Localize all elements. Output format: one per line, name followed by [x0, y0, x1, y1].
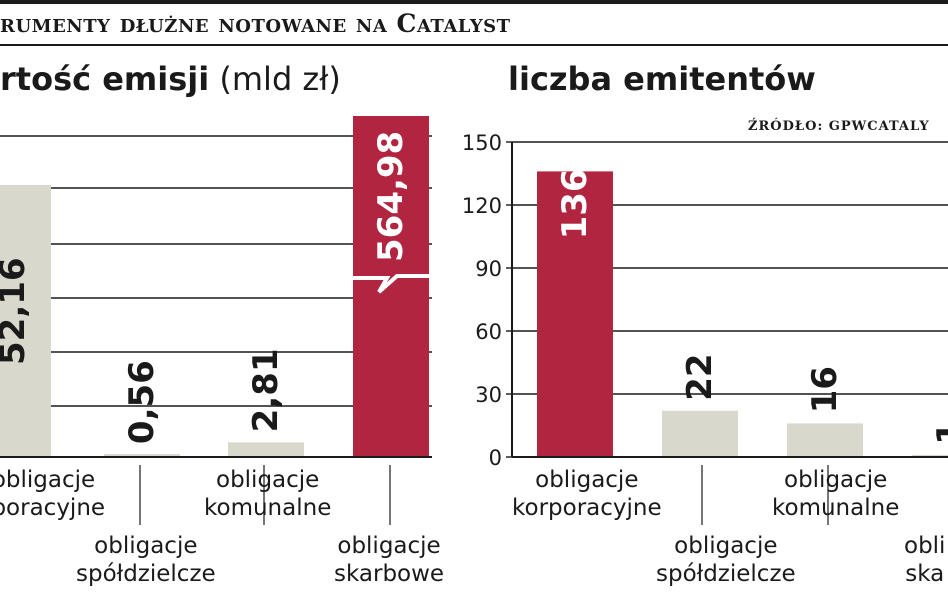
left-value-label-3: 564,98 [371, 131, 411, 262]
left-category-label-2: obligacje komunalne [204, 466, 331, 522]
left-bar-3 [353, 116, 429, 457]
left-category-label-2-line-0: obligacje [216, 467, 320, 493]
left-category-label-2-line-1: komunalne [204, 495, 332, 521]
left-bar-0 [0, 185, 51, 457]
chart-banner-title: rumenty dłużne notowane na Catalyst [0, 9, 511, 38]
right-category-label-0-line-1: korporacyjne [512, 495, 662, 521]
right-category-label-2-line-0: obligacje [784, 467, 888, 493]
right-bar-0 [537, 171, 613, 457]
right-chart-title: liczba emitentów [508, 60, 816, 98]
banner-rule [0, 44, 948, 46]
right-title-text: liczba emitentów [508, 60, 816, 98]
right-tick-label-4: 120 [462, 194, 502, 218]
right-tick-label-5: 150 [462, 131, 502, 155]
left-category-label-0-line-1: rporacyjne [0, 495, 106, 521]
right-category-label-3-line-0: obli [904, 533, 946, 559]
left-category-label-0-line-0: obligacje [0, 467, 96, 493]
left-value-label-1: 0,56 [122, 360, 162, 444]
right-value-label-0: 136 [555, 168, 595, 239]
left-axis-break-mark [351, 274, 431, 294]
left-category-label-1: obligacje spółdzielcze [76, 532, 216, 588]
left-category-label-3-line-0: obligacje [337, 533, 441, 559]
right-tick-label-3: 90 [475, 257, 502, 281]
right-category-label-3: obli ska [904, 532, 945, 588]
left-value-label-0: 52,16 [0, 257, 33, 365]
left-category-label-0: obligacjerporacyjne [0, 466, 105, 522]
right-category-label-1-line-0: obligacje [674, 533, 778, 559]
top-rule [0, 0, 948, 4]
right-category-label-0: obligacje korporacyjne [512, 466, 662, 522]
right-value-label-1: 22 [680, 353, 720, 400]
right-bar-3 [912, 454, 948, 457]
left-chart-title: rtość emisji (mld zł) [0, 60, 341, 98]
left-category-label-3: obligacje skarbowe [334, 532, 444, 588]
right-tick-label-2: 60 [475, 320, 502, 344]
right-category-label-1: obligacje spółdzielcze [656, 532, 796, 588]
source-note: ŹRÓDŁO: GPWCATALY [748, 119, 930, 134]
left-title-text: rtość emisji [0, 60, 210, 98]
right-bar-2 [787, 423, 863, 457]
right-bar-1 [662, 410, 738, 457]
left-title-unit: (mld zł) [219, 60, 341, 98]
left-bar-2 [228, 442, 304, 457]
left-bar-1 [104, 454, 180, 457]
right-category-label-3-line-1: ska [905, 561, 945, 587]
right-tick-label-0: 0 [489, 446, 502, 470]
left-category-label-1-line-1: spółdzielcze [76, 561, 216, 587]
right-tick-label-1: 30 [475, 383, 502, 407]
left-category-label-1-line-0: obligacje [94, 533, 198, 559]
right-category-label-2-line-1: komunalne [772, 495, 900, 521]
right-category-label-2: obligacje komunalne [772, 466, 899, 522]
right-value-label-3: 1 [930, 421, 948, 445]
right-value-label-2: 16 [805, 366, 845, 413]
left-value-label-2: 2,81 [246, 348, 286, 432]
right-category-label-1-line-1: spółdzielcze [656, 561, 796, 587]
left-category-label-3-line-1: skarbowe [334, 561, 445, 587]
right-category-label-0-line-0: obligacje [535, 467, 639, 493]
